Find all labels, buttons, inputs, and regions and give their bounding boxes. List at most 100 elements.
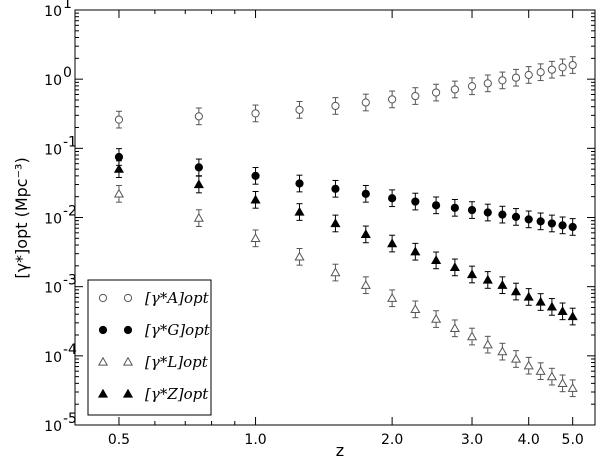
- point-l: [250, 233, 261, 242]
- point-a: [251, 109, 260, 118]
- point-l: [449, 323, 460, 332]
- point-z: [535, 296, 546, 306]
- point-l: [523, 360, 534, 370]
- x-axis-label: z: [336, 441, 344, 458]
- x-tick-label: 1.0: [244, 432, 266, 448]
- point-l: [466, 331, 478, 341]
- point-z: [497, 279, 508, 289]
- point-l: [294, 251, 305, 261]
- legend-box: [87, 279, 212, 416]
- point-g: [511, 212, 521, 222]
- point-a: [388, 95, 397, 104]
- y-tick-label: 10: [44, 142, 62, 158]
- point-g: [536, 217, 545, 226]
- point-l: [482, 339, 493, 349]
- point-l: [330, 267, 341, 277]
- y-tick-label: 10: [44, 212, 62, 228]
- point-z: [250, 194, 261, 204]
- point-a: [511, 73, 521, 82]
- point-a: [568, 60, 577, 70]
- point-a: [483, 79, 492, 88]
- point-l: [546, 371, 557, 381]
- point-z: [546, 301, 557, 311]
- point-a: [536, 68, 545, 77]
- legend-marker: [122, 356, 134, 366]
- point-z: [330, 218, 341, 228]
- point-a: [295, 105, 304, 114]
- y-tick-exponent: 0: [63, 65, 72, 81]
- y-tick-exponent: 1: [63, 0, 72, 12]
- point-z: [360, 229, 371, 239]
- point-z: [193, 179, 204, 189]
- point-z: [557, 306, 568, 315]
- point-g: [114, 152, 124, 162]
- point-l: [557, 378, 568, 388]
- point-g: [547, 219, 557, 228]
- point-z: [567, 311, 578, 321]
- point-g: [568, 222, 577, 232]
- point-z: [113, 163, 125, 173]
- point-l: [535, 365, 546, 375]
- y-tick-exponent: -2: [63, 204, 77, 220]
- point-z: [449, 262, 460, 272]
- point-a: [547, 65, 557, 74]
- point-z: [510, 286, 522, 296]
- point-l: [510, 353, 522, 363]
- point-g: [295, 179, 304, 188]
- y-tick-exponent: -1: [63, 134, 77, 150]
- point-g: [361, 189, 370, 198]
- legend-marker: [122, 388, 134, 398]
- point-g: [431, 201, 441, 210]
- legend-marker: [123, 293, 133, 303]
- y-tick-exponent: -4: [63, 342, 77, 358]
- point-g: [331, 184, 340, 193]
- legend-label: [γ*L]opt: [145, 353, 209, 371]
- x-tick-label: 2.0: [381, 432, 403, 448]
- point-z: [387, 238, 398, 248]
- point-a: [114, 115, 124, 124]
- point-g: [524, 215, 533, 224]
- point-z: [523, 291, 534, 301]
- point-l: [497, 346, 508, 356]
- legend-label: [γ*Z]opt: [145, 385, 209, 403]
- x-tick-label: 4.0: [518, 432, 540, 448]
- point-a: [411, 91, 420, 101]
- point-z: [482, 274, 493, 284]
- point-l: [360, 279, 371, 289]
- legend-marker: [123, 325, 133, 335]
- point-a: [450, 85, 459, 94]
- point-g: [251, 171, 260, 180]
- point-a: [558, 63, 567, 72]
- point-g: [388, 194, 397, 203]
- point-l: [410, 304, 421, 313]
- point-l: [113, 188, 125, 198]
- point-z: [410, 246, 421, 256]
- point-g: [467, 205, 477, 215]
- point-l: [431, 313, 442, 323]
- point-z: [466, 269, 478, 279]
- point-a: [467, 82, 477, 91]
- y-tick-exponent: -3: [63, 273, 77, 289]
- y-tick-label: 10: [44, 350, 62, 366]
- point-z: [431, 255, 442, 265]
- point-a: [431, 88, 441, 97]
- x-tick-label: 0.5: [108, 432, 130, 448]
- legend-label: [γ*G]opt: [145, 321, 211, 339]
- y-tick-label: 10: [44, 73, 62, 89]
- y-axis-label: [γ*]opt (Mpc⁻³): [12, 157, 31, 278]
- y-tick-label: 10: [44, 4, 62, 20]
- legend-label: [γ*A]opt: [145, 289, 210, 307]
- y-tick-label: 10: [44, 281, 62, 297]
- point-g: [194, 163, 203, 172]
- point-g: [450, 203, 459, 212]
- x-tick-label: 3.0: [461, 432, 483, 448]
- point-a: [524, 70, 533, 80]
- axis-ticks: [75, 9, 595, 426]
- legend: [γ*A]opt [γ*G]opt [γ*L]opt [γ*Z]opt: [87, 279, 212, 416]
- point-l: [193, 212, 204, 222]
- point-l: [387, 293, 398, 302]
- point-g: [558, 221, 567, 230]
- point-z: [294, 206, 305, 216]
- legend-marker: [97, 356, 109, 366]
